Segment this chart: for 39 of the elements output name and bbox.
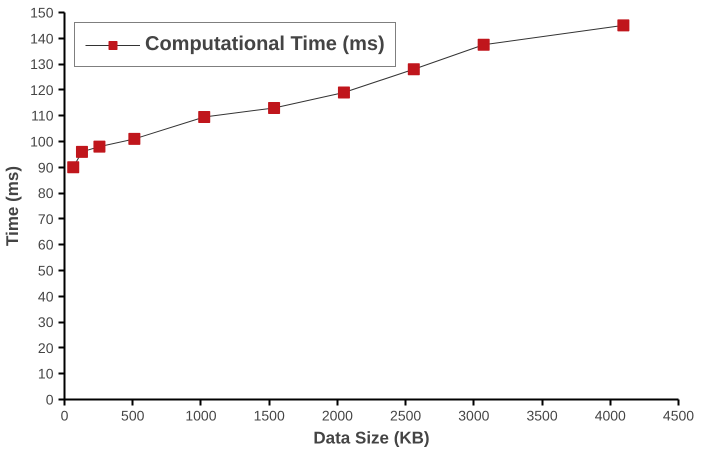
y-tick-label: 0	[46, 392, 54, 408]
x-tick-label: 500	[121, 408, 145, 424]
y-tick-label: 60	[38, 236, 54, 253]
y-tick-label: 110	[31, 108, 54, 124]
legend-label: Computational Time (ms)	[145, 33, 385, 56]
x-tick-label: 2000	[322, 408, 354, 424]
y-tick-label: 30	[38, 314, 54, 330]
point	[617, 19, 630, 32]
x-tick-label: 4000	[594, 408, 626, 424]
x-tick-label: 3000	[458, 408, 490, 424]
y-tick-label: 150	[30, 4, 54, 20]
point	[67, 161, 80, 174]
y-tick-label: 100	[30, 134, 54, 150]
x-axis-title: Data Size (KB)	[313, 428, 430, 448]
point	[198, 110, 210, 123]
y-tick-label: 70	[38, 210, 54, 227]
y-tick-label: 10	[38, 366, 54, 382]
y-tick-label: 120	[30, 82, 54, 98]
y-tick-label: 20	[38, 340, 54, 356]
point	[478, 38, 490, 51]
y-tick-label: 140	[30, 30, 54, 46]
y-axis-title: Time (ms)	[3, 166, 22, 246]
x-tick-label: 1500	[254, 408, 285, 424]
point	[76, 146, 88, 158]
x-tick-label: 0	[60, 408, 69, 424]
point	[268, 102, 280, 114]
x-tick-label: 2500	[390, 408, 422, 424]
y-tick-label: 130	[30, 56, 54, 72]
x-tick-label: 3500	[526, 408, 558, 424]
y-tick-label: 90	[38, 159, 54, 176]
x-tick-label: 1000	[185, 408, 217, 424]
point	[338, 86, 350, 98]
point	[408, 63, 420, 76]
y-tick-label: 50	[38, 262, 54, 278]
point	[128, 132, 140, 145]
x-tick-label: 4500	[662, 408, 694, 424]
point	[93, 140, 106, 153]
y-tick-label: 80	[38, 185, 54, 202]
y-tick-label: 40	[38, 288, 54, 304]
